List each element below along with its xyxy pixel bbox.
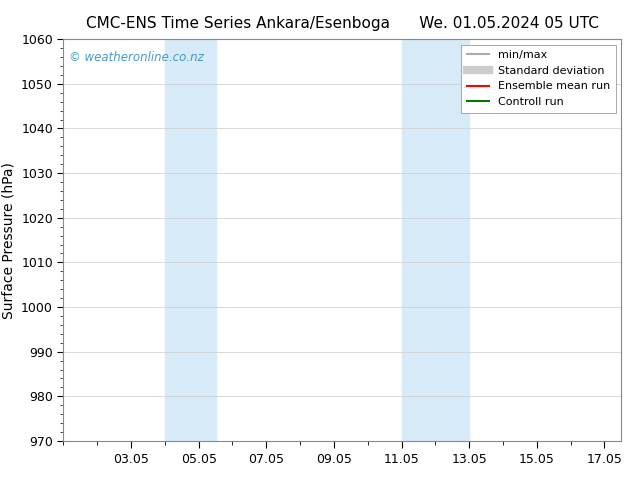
Legend: min/max, Standard deviation, Ensemble mean run, Controll run: min/max, Standard deviation, Ensemble me…: [462, 45, 616, 113]
Y-axis label: Surface Pressure (hPa): Surface Pressure (hPa): [1, 162, 16, 318]
Bar: [401, 39, 469, 441]
Text: © weatheronline.co.nz: © weatheronline.co.nz: [69, 51, 204, 64]
Bar: [165, 39, 216, 441]
Title: CMC-ENS Time Series Ankara/Esenboga      We. 01.05.2024 05 UTC: CMC-ENS Time Series Ankara/Esenboga We. …: [86, 16, 598, 31]
